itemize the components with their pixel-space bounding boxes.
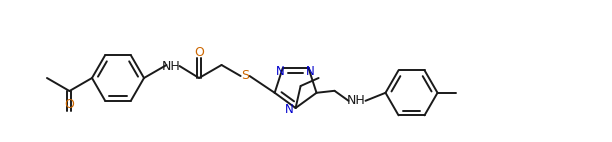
Text: N: N (306, 65, 315, 78)
Text: NH: NH (162, 59, 181, 73)
Text: NH: NH (347, 94, 366, 107)
Text: O: O (64, 99, 75, 111)
Text: O: O (194, 45, 204, 59)
Text: N: N (285, 104, 294, 116)
Text: S: S (242, 69, 250, 83)
Text: N: N (276, 65, 285, 78)
